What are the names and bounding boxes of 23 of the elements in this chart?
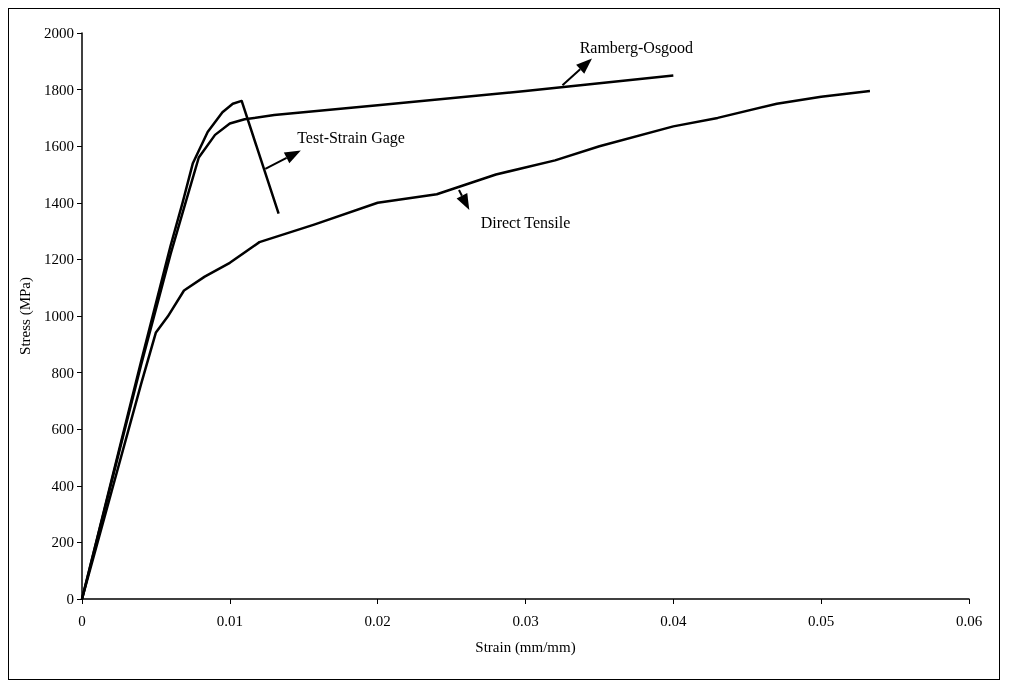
x-tick-label: 0.03 <box>512 612 539 629</box>
y-tick-label: 1000 <box>44 308 74 324</box>
y-tick-label: 400 <box>51 477 74 494</box>
y-tick-label: 1400 <box>44 194 74 211</box>
y-tick-label: 2000 <box>44 25 74 41</box>
y-tick-label: 1600 <box>44 138 74 155</box>
x-tick-label: 0.02 <box>364 612 391 629</box>
x-tick-label: 0.06 <box>955 612 983 629</box>
x-tick-label: 0 <box>78 612 86 629</box>
y-tick-label: 600 <box>51 421 74 438</box>
x-tick-label: 0.04 <box>660 612 687 629</box>
x-tick-label: 0.01 <box>216 612 243 629</box>
x-axis-title: Strain (mm/mm) <box>475 638 576 656</box>
y-tick-label: 0 <box>66 591 74 607</box>
y-tick-label: 1200 <box>44 251 74 268</box>
text: Test-Strain Gage <box>297 129 405 148</box>
y-tick-label: 800 <box>51 364 74 381</box>
y-tick-label: 1800 <box>44 81 74 98</box>
x-tick-label: 0.05 <box>808 612 835 629</box>
y-axis-title: Stress (MPa) <box>16 277 34 355</box>
text: Direct Tensile <box>480 214 571 232</box>
series-label: Ramberg-Osgood <box>579 38 694 57</box>
y-tick-label: 200 <box>51 534 74 551</box>
